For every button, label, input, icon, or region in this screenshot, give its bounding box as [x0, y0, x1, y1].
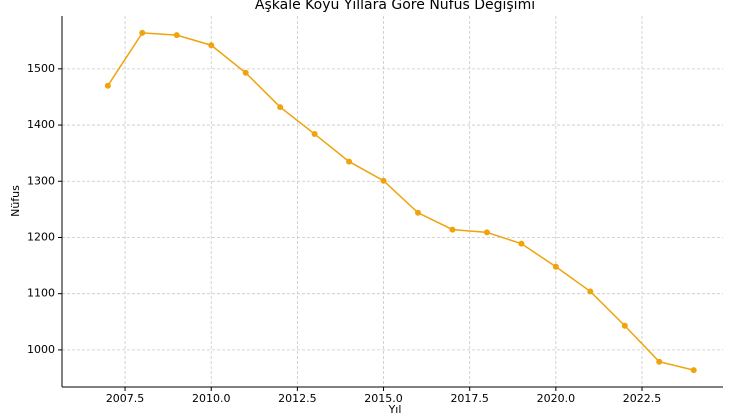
point: [346, 158, 353, 165]
x-tick-label: 2012.5: [278, 392, 317, 405]
point: [139, 29, 146, 36]
y-tick-label: 1000: [27, 343, 55, 356]
point: [552, 263, 559, 270]
point: [208, 42, 215, 49]
point: [173, 32, 180, 39]
x-axis-label: Yıl: [388, 403, 402, 416]
point: [518, 240, 525, 247]
line: [107, 32, 694, 371]
point: [415, 209, 422, 216]
y-tick-label: 1100: [27, 287, 55, 300]
x-tick-label: 2022.5: [623, 392, 662, 405]
point: [277, 104, 284, 111]
point: [104, 82, 111, 89]
point: [311, 131, 318, 138]
y-tick-label: 1400: [27, 118, 55, 131]
point: [587, 288, 594, 295]
point: [621, 322, 628, 329]
point: [690, 367, 697, 374]
x-tick-label: 2017.5: [450, 392, 489, 405]
y-tick-label: 1200: [27, 230, 55, 243]
point: [483, 229, 490, 236]
x-tick-label: 2007.5: [106, 392, 145, 405]
point: [656, 358, 663, 365]
y-tick-label: 1300: [27, 174, 55, 187]
chart-title: Aşkale Köyü Yıllara Göre Nüfus Değişimi: [255, 0, 535, 13]
x-tick-label: 2015.0: [364, 392, 403, 405]
x-tick-label: 2010.0: [192, 392, 231, 405]
y-tick-label: 1500: [27, 62, 55, 75]
point: [449, 226, 456, 233]
x-tick-label: 2020.0: [537, 392, 576, 405]
y-axis-label: Nüfus: [9, 185, 22, 217]
point: [242, 69, 249, 76]
point: [380, 177, 387, 184]
